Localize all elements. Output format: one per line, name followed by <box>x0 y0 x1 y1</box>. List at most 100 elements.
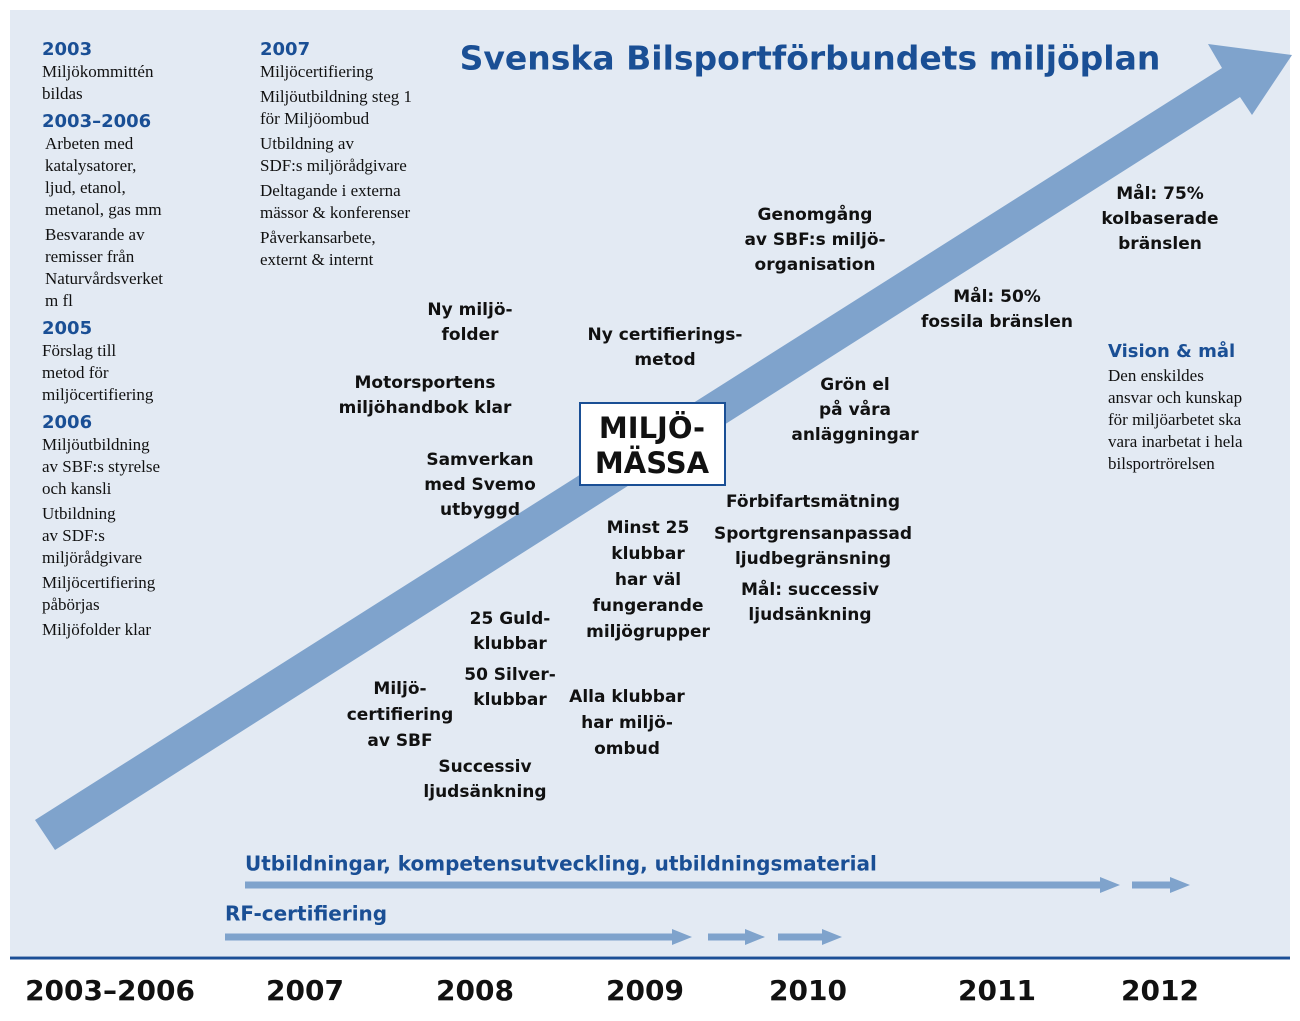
item-line: m fl <box>45 291 73 310</box>
milestone-line: fossila bränslen <box>921 312 1073 332</box>
item-line: ljud, etanol, <box>45 178 126 197</box>
milestone-line: av SBF <box>367 731 432 751</box>
item-line: Naturvårdsverket <box>45 269 163 288</box>
item-line: Påverkansarbete, <box>260 228 376 247</box>
milestone-line: Förbifartsmätning <box>726 492 900 512</box>
milestone-line: bränslen <box>1118 234 1202 254</box>
item-line: Miljöutbildning steg 1 <box>260 87 412 106</box>
milestone-line: 50 Silver- <box>464 665 556 685</box>
milestone-line: klubbar <box>611 544 685 564</box>
item-line: miljöcertifiering <box>42 385 154 404</box>
track-label: Utbildningar, kompetensutveckling, utbil… <box>245 852 877 876</box>
heading: 2005 <box>42 318 92 339</box>
milestone-line: organisation <box>755 255 876 275</box>
milestone-line: fungerande <box>593 596 704 616</box>
item-line: påbörjas <box>42 595 100 614</box>
item-line: Förslag till <box>42 341 116 360</box>
milestone-line: certifiering <box>347 705 454 725</box>
item-line: SDF:s miljörådgivare <box>260 156 407 175</box>
item-line: remisser från <box>45 247 135 266</box>
vision-line: Den enskildes <box>1108 366 1204 385</box>
milestone-line: Ny certifierings- <box>588 325 743 345</box>
milestone-line: på våra <box>819 398 891 420</box>
milestone-line: Minst 25 <box>607 518 690 538</box>
year: 2003–2006 <box>25 974 195 1007</box>
milestone-line: Motorsportens <box>354 373 495 393</box>
year: 2009 <box>606 974 684 1007</box>
milestone-line: Mål: 75% <box>1116 182 1204 204</box>
heading: 2006 <box>42 412 92 433</box>
milestone-line: ljudbegränsning <box>735 549 891 569</box>
milestone-line: miljögrupper <box>586 622 710 642</box>
item-line: Deltagande i externa <box>260 181 401 200</box>
item-line: katalysatorer, <box>45 156 136 175</box>
milestone-line: miljöhandbok klar <box>339 398 512 418</box>
milestone-line: Successiv <box>438 757 531 777</box>
item-line: Miljöcertifiering <box>42 573 156 592</box>
heading: 2003 <box>42 39 92 60</box>
item-line: Besvarande av <box>45 225 145 244</box>
milestone-line: 25 Guld- <box>470 609 551 629</box>
milestone-line: folder <box>442 325 500 345</box>
item-line: bildas <box>42 84 83 103</box>
arrow-head <box>672 929 692 945</box>
center-box <box>579 402 726 486</box>
arrow-head <box>1100 877 1120 893</box>
milestone-line: ljudsänkning <box>748 605 871 625</box>
year: 2010 <box>769 974 847 1007</box>
milestone-line: klubbar <box>473 634 547 654</box>
milestone-line: ljudsänkning <box>423 782 546 802</box>
item-line: metanol, gas mm <box>45 200 162 219</box>
item-line: externt & internt <box>260 250 374 269</box>
item-line: metod för <box>42 363 109 382</box>
item-line: av SBF:s styrelse <box>42 457 160 476</box>
item-line: Utbildning av <box>260 134 354 153</box>
item-line: miljörådgivare <box>42 548 142 567</box>
item-line: Arbeten med <box>45 134 134 153</box>
track-label: RF-certifiering <box>225 902 387 926</box>
vision-line: för miljöarbetet ska <box>1108 410 1242 429</box>
arrow-head <box>822 929 842 945</box>
milestone-line: har väl <box>615 570 681 590</box>
vision-line: ansvar och kunskap <box>1108 388 1242 407</box>
milestone-line: med Svemo <box>424 475 536 495</box>
vision-line: bilsportrörelsen <box>1108 454 1215 473</box>
item-line: mässor & konferenser <box>260 203 410 222</box>
item-line: av SDF:s <box>42 526 105 545</box>
year: 2012 <box>1121 974 1199 1007</box>
milestone-line: Mål: successiv <box>741 578 879 600</box>
milestone-line: Samverkan <box>426 450 533 470</box>
item-line: Miljöutbildning <box>42 435 150 454</box>
year: 2011 <box>958 974 1036 1007</box>
milestone-line: av SBF:s miljö- <box>744 230 885 250</box>
vision-line: vara inarbetat i hela <box>1108 432 1243 451</box>
title: Svenska Bilsportförbundets miljöplan <box>460 39 1161 78</box>
year: 2008 <box>436 974 514 1007</box>
milestone-line: kolbaserade <box>1101 209 1218 229</box>
item-line: Miljökommittén <box>42 62 154 81</box>
milestone-line: Miljö- <box>373 679 426 699</box>
milestone-line: klubbar <box>473 690 547 710</box>
milestone-line: Mål: 50% <box>953 285 1041 307</box>
heading: 2007 <box>260 39 310 60</box>
milestone-line: Grön el <box>820 375 889 395</box>
vision-heading: Vision & mål <box>1108 340 1235 362</box>
heading: 2003–2006 <box>42 111 151 132</box>
arrow-head <box>1170 877 1190 893</box>
milestone-line: Sportgrensanpassad <box>714 524 912 544</box>
milestone-line: ombud <box>594 739 660 759</box>
milestone-line: metod <box>634 350 695 370</box>
milestone-line: Ny miljö- <box>427 300 512 320</box>
item-line: för Miljöombud <box>260 109 370 128</box>
box-line: MILJÖ- <box>599 411 705 445</box>
item-line: Miljöcertifiering <box>260 62 374 81</box>
milestone-line: Alla klubbar <box>569 687 685 707</box>
milestone-line: Genomgång <box>758 203 873 225</box>
milestone-line: utbyggd <box>440 500 520 520</box>
item-line: och kansli <box>42 479 112 498</box>
box-line: MÄSSA <box>595 446 710 480</box>
milestone-line: anläggningar <box>791 425 919 445</box>
arrow-head <box>745 929 765 945</box>
